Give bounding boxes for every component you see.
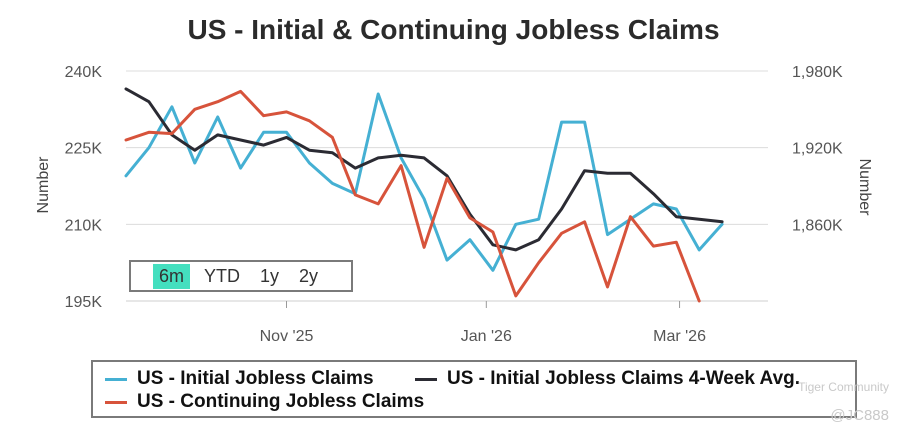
range-button-1y[interactable]: 1y	[260, 265, 280, 286]
range-button-6m[interactable]: 6m	[153, 263, 191, 289]
y-tick-right: 1,860K	[792, 217, 843, 234]
legend: US - Initial Jobless Claims US - Initial…	[91, 360, 857, 418]
y-tick-right: 1,980K	[792, 64, 843, 81]
range-button-ytd[interactable]: YTD	[204, 265, 241, 286]
range-button-2y[interactable]: 2y	[299, 265, 319, 286]
legend-swatch-initial	[105, 377, 127, 381]
y-axis-label-left: Number	[35, 156, 52, 214]
y-tick-left: 240K	[65, 64, 103, 81]
y-tick-left: 195K	[65, 294, 103, 311]
y-tick-right: 1,920K	[792, 141, 843, 158]
series-line-2	[124, 89, 701, 303]
series-line-0	[124, 92, 724, 272]
x-tick-label: Jan '26	[461, 328, 512, 345]
watermark-community: Tiger Community	[798, 380, 889, 394]
legend-label: US - Continuing Jobless Claims	[137, 391, 425, 412]
x-tick-label: Nov '25	[260, 328, 314, 345]
legend-item-continuing-claims[interactable]: US - Continuing Jobless Claims	[105, 391, 424, 413]
y-tick-left: 210K	[65, 217, 103, 234]
legend-label: US - Initial Jobless Claims 4-Week Avg.	[447, 368, 801, 389]
legend-item-4wk-avg[interactable]: US - Initial Jobless Claims 4-Week Avg.	[415, 368, 800, 390]
series-line-1	[124, 87, 724, 252]
legend-item-initial-claims[interactable]: US - Initial Jobless Claims	[105, 368, 374, 390]
watermark-handle: @JC888	[830, 407, 889, 424]
y-tick-left: 225K	[65, 141, 103, 158]
series-lines	[124, 87, 724, 303]
range-selector: 6m YTD 1y 2y	[129, 260, 353, 292]
y-axis-label-right: Number	[856, 159, 873, 217]
legend-swatch-avg	[415, 377, 437, 381]
x-tick-label: Mar '26	[653, 328, 706, 345]
axes: 240K 225K 210K 195K 1,980K 1,920K 1,860K Nov '2…	[65, 64, 843, 345]
legend-label: US - Initial Jobless Claims	[137, 368, 374, 389]
chart-title: US - Initial & Continuing Jobless Claims	[187, 14, 720, 45]
legend-swatch-continuing	[105, 400, 127, 404]
